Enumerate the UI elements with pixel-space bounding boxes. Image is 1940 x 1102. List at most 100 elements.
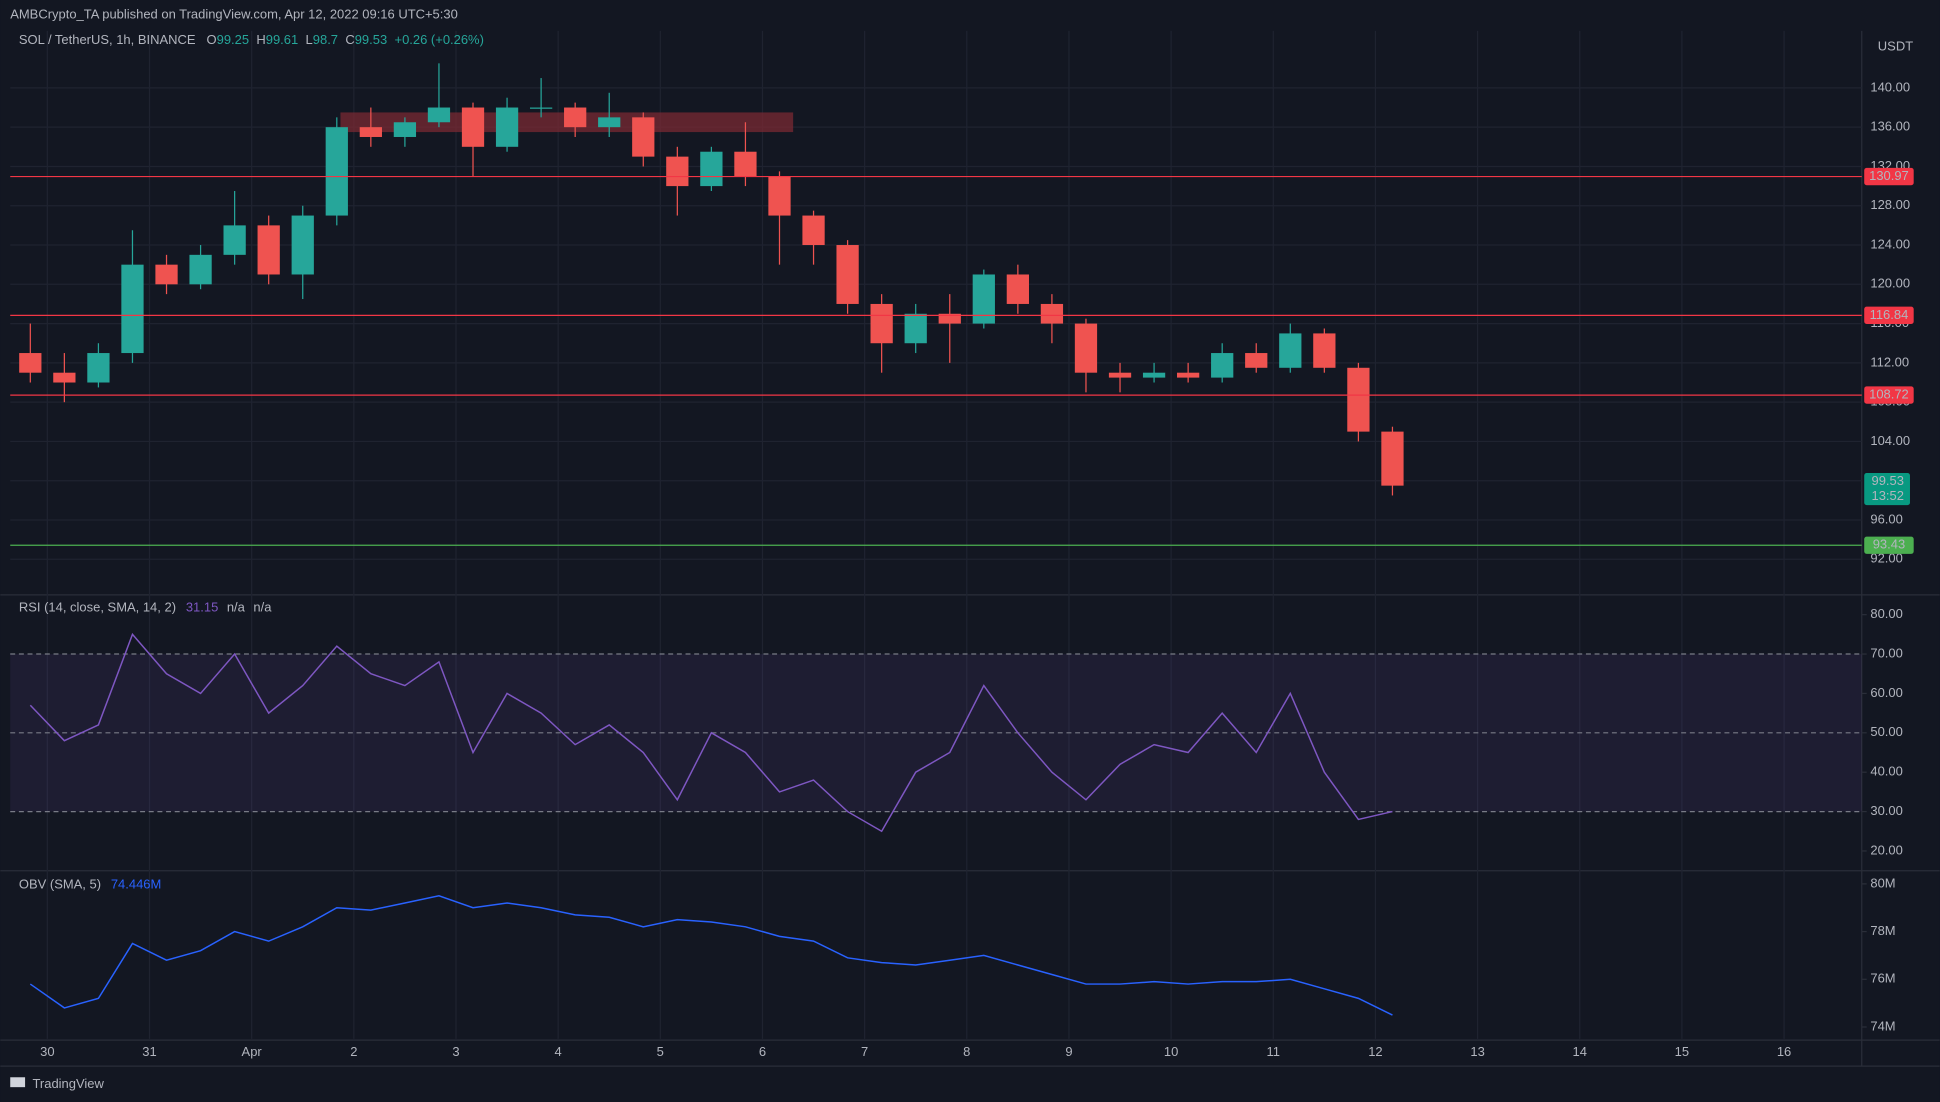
publisher: AMBCrypto_TA published on TradingView.co… <box>10 6 458 21</box>
x-tick-label: 15 <box>1675 1044 1689 1059</box>
y-tick-label: 140.00 <box>1870 79 1910 94</box>
obv-legend: OBV (SMA, 5) 74.446M <box>19 877 161 892</box>
y-tick-label: 76M <box>1870 971 1895 986</box>
x-tick-label: Apr <box>242 1044 263 1059</box>
brand-logo <box>10 1077 26 1088</box>
candle-body <box>461 107 485 147</box>
level-label: 93.43 <box>1873 537 1905 552</box>
level-flag <box>1864 386 1914 404</box>
y-tick-label: 112.00 <box>1870 354 1909 369</box>
y-tick-label: 60.00 <box>1870 685 1902 700</box>
candle-body <box>427 107 451 123</box>
y-tick-label: 74M <box>1870 1018 1895 1033</box>
level-label: 116.84 <box>1870 307 1909 322</box>
x-tick-label: 12 <box>1368 1044 1382 1059</box>
y-tick-label: 20.00 <box>1870 842 1902 857</box>
marks <box>10 63 1862 1016</box>
candle-body <box>870 303 893 344</box>
rsi-title: RSI (14, close, SMA, 14, 2) <box>19 600 176 615</box>
candle-body <box>325 127 348 216</box>
x-tick-label: 2 <box>350 1044 357 1059</box>
x-tick-label: 16 <box>1777 1044 1791 1059</box>
candle-body <box>257 225 280 275</box>
candle-body <box>1313 333 1336 368</box>
level-flag <box>1864 536 1914 554</box>
obv-value: 74.446M <box>111 877 161 892</box>
candle-body <box>529 107 553 109</box>
y-tick-label: 92.00 <box>1870 551 1902 566</box>
candle-body <box>1108 372 1132 378</box>
candle-body <box>155 264 178 285</box>
candle-body <box>1006 274 1029 304</box>
currency: USDT <box>1878 38 1913 53</box>
x-tick-label: 31 <box>142 1044 156 1059</box>
price-legend: SOL / TetherUS, 1h, BINANCE O99.25 H99.6… <box>19 32 484 47</box>
y-tick-label: 80M <box>1870 875 1895 890</box>
last-price-flag <box>1864 472 1910 506</box>
legend-value: 98.7 <box>313 32 338 47</box>
indicator-line <box>29 895 1393 1016</box>
legend-letter: L <box>306 32 313 47</box>
candle-body <box>1381 431 1404 486</box>
x-tick-label: 10 <box>1164 1044 1178 1059</box>
candle-body <box>938 313 961 324</box>
candle-body <box>495 107 519 147</box>
candle-body <box>700 151 723 187</box>
candle-body <box>1040 303 1064 324</box>
symbol: SOL / TetherUS, 1h, BINANCE <box>19 32 196 47</box>
rsi-legend: RSI (14, close, SMA, 14, 2) 31.15 n/a n/… <box>19 600 272 615</box>
y-tick-label: 124.00 <box>1870 236 1910 251</box>
y-tick-label: 104.00 <box>1870 433 1910 448</box>
legend-value: 99.25 <box>217 32 249 47</box>
candle-body <box>359 127 382 137</box>
rsi-value: 31.15 <box>186 600 218 615</box>
legend-letter: H <box>256 32 265 47</box>
legend-letter: O <box>207 32 217 47</box>
rsi-extra: n/a <box>227 600 246 615</box>
obv-title: OBV (SMA, 5) <box>19 877 101 892</box>
level-label: 108.72 <box>1869 387 1909 402</box>
grid: 92.0096.00100.00104.00108.00112.00116.00… <box>0 30 1940 1067</box>
candle-body <box>666 156 689 187</box>
rsi-extra: n/a <box>253 600 272 615</box>
indicator-line <box>29 632 1393 833</box>
candle-body <box>768 176 791 216</box>
x-tick-label: 5 <box>657 1044 664 1059</box>
candle-body <box>1211 353 1234 378</box>
x-tick-label: 14 <box>1573 1044 1587 1059</box>
candle-body <box>53 372 76 383</box>
candle-body <box>19 353 42 373</box>
y-tick-label: 50.00 <box>1870 724 1902 739</box>
candle-body <box>904 313 927 344</box>
candle-body <box>1142 372 1166 378</box>
candle-body <box>972 274 995 324</box>
candle-body <box>291 215 314 275</box>
x-tick-label: 3 <box>452 1044 459 1059</box>
x-tick-label: 6 <box>759 1044 766 1059</box>
level-label: 130.97 <box>1869 168 1909 183</box>
x-tick-label: 7 <box>861 1044 868 1059</box>
candle-body <box>598 117 621 128</box>
y-tick-label: 30.00 <box>1870 803 1902 818</box>
y-tick-label: 40.00 <box>1870 764 1902 779</box>
level-flag <box>1864 167 1914 186</box>
y-tick-label: 80.00 <box>1870 606 1902 621</box>
legend-value: 99.61 <box>266 32 298 47</box>
x-tick-label: 4 <box>555 1044 562 1059</box>
candle-body <box>734 151 757 177</box>
y-tick-label: 128.00 <box>1870 197 1910 212</box>
countdown-label: 13:52 <box>1871 488 1903 503</box>
candle-body <box>121 264 144 354</box>
candle-body <box>802 215 825 246</box>
y-tick-label: 96.00 <box>1870 511 1902 526</box>
candle-body <box>223 225 246 255</box>
x-tick-label: 30 <box>40 1044 54 1059</box>
candle-body <box>393 122 417 137</box>
x-tick-label: 8 <box>963 1044 970 1059</box>
footer-brand: TradingView <box>32 1076 104 1091</box>
candle-body <box>1245 353 1268 368</box>
candle-body <box>1347 367 1370 432</box>
